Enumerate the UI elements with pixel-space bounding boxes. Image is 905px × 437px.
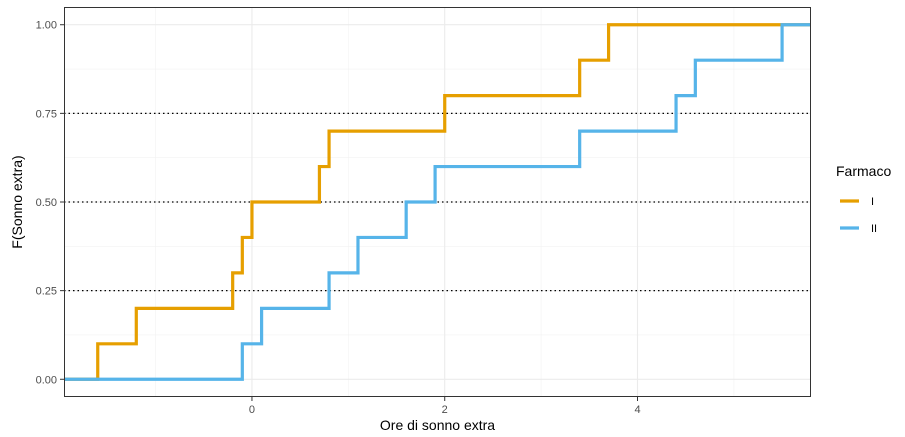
plot-panel bbox=[64, 7, 811, 397]
y-axis: 0.00 0.25 0.50 0.75 1.00 bbox=[36, 20, 64, 386]
legend-title: Farmaco bbox=[836, 163, 891, 179]
legend-label-I: I bbox=[871, 196, 874, 208]
y-tick-label: 1.00 bbox=[36, 20, 57, 32]
reference-lines bbox=[64, 112, 811, 292]
x-tick-label: 0 bbox=[249, 404, 255, 416]
y-tick-label: 0.50 bbox=[36, 197, 57, 209]
x-tick-label: 2 bbox=[442, 404, 448, 416]
x-axis: 0 2 4 bbox=[249, 397, 641, 416]
legend-label-II: II bbox=[871, 223, 877, 235]
plot-panel-border bbox=[64, 7, 811, 397]
series-line-I bbox=[64, 23, 811, 381]
x-tick-label: 4 bbox=[634, 404, 640, 416]
y-axis-title: F(Sonno extra) bbox=[9, 155, 25, 248]
y-tick-label: 0.25 bbox=[36, 286, 57, 298]
y-tick-label: 0.00 bbox=[36, 374, 57, 386]
series-layer bbox=[64, 23, 811, 381]
x-axis-title: Ore di sonno extra bbox=[380, 417, 495, 433]
legend: Farmaco III bbox=[836, 163, 891, 235]
series-line-II bbox=[64, 23, 811, 381]
y-tick-label: 0.75 bbox=[36, 108, 57, 120]
